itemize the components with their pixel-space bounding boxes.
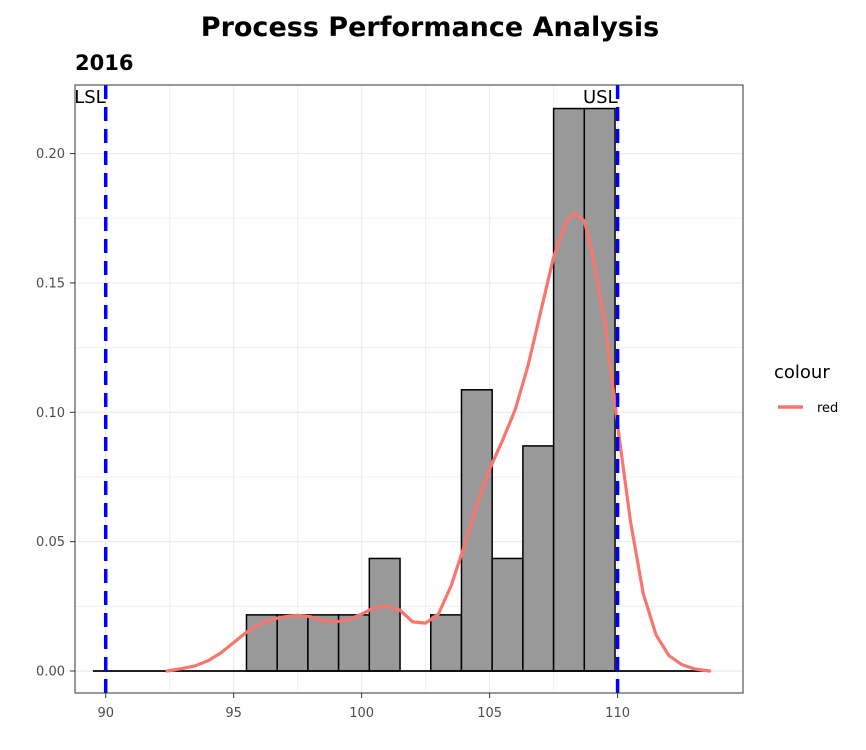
legend: colour red (774, 362, 838, 416)
reference-lines: LSL USL (74, 85, 620, 693)
histogram-bar (368, 557, 401, 672)
histogram-bar (522, 445, 555, 672)
x-tick-label: 105 (477, 706, 502, 721)
legend-title: colour (774, 362, 830, 383)
y-tick-label: 0.05 (36, 535, 65, 550)
histogram-bar (552, 107, 586, 672)
x-axis: 90 95 100 105 110 (97, 693, 630, 721)
legend-entries: red (778, 401, 838, 416)
panel-border (74, 84, 744, 694)
legend-label-red: red (817, 401, 838, 416)
histogram-bar (307, 614, 340, 672)
density-curve (165, 211, 712, 673)
usl-label: USL (583, 87, 618, 108)
x-tick-label: 90 (97, 706, 114, 721)
grid-major (75, 85, 743, 693)
histogram-bar (430, 614, 463, 672)
histogram-bar (276, 614, 309, 672)
y-tick-label: 0.20 (36, 147, 65, 162)
histogram-bar (583, 107, 616, 672)
y-tick-label: 0.15 (36, 276, 65, 291)
histogram-bar (491, 557, 524, 672)
grid-minor (75, 85, 743, 693)
density-curve-group (165, 211, 712, 673)
chart-subtitle: 2016 (75, 51, 133, 75)
lsl-label: LSL (74, 87, 105, 108)
y-tick-label: 0.10 (36, 406, 65, 421)
histogram-bars (245, 107, 616, 672)
histogram-bar (337, 614, 371, 672)
x-tick-label: 100 (349, 706, 374, 721)
histogram-bar (460, 389, 493, 672)
plot-panel: LSL USL (74, 84, 744, 694)
x-tick-label: 110 (605, 706, 630, 721)
y-axis: 0.00 0.05 0.10 0.15 0.20 (36, 147, 75, 680)
x-tick-label: 95 (225, 706, 242, 721)
y-tick-label: 0.00 (36, 665, 65, 680)
chart-title: Process Performance Analysis (201, 12, 659, 43)
